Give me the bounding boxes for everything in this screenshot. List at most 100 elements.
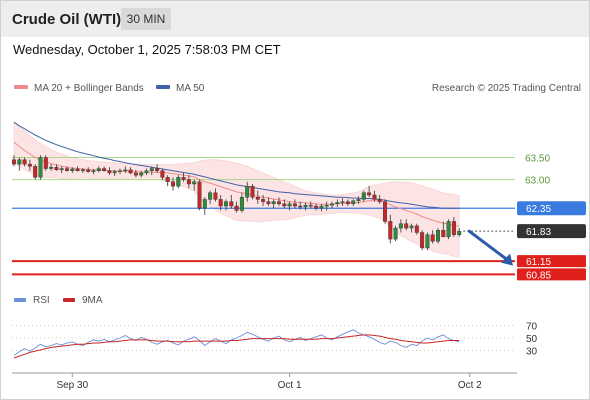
resistance-label-1: 63.00 [525, 176, 550, 187]
candle-body [234, 205, 239, 211]
rsi-ma-line [13, 334, 460, 359]
candle-body [245, 185, 250, 198]
candle-body [277, 201, 282, 205]
forecast-arrow [467, 229, 513, 266]
rsi-legend-label: RSI [33, 295, 50, 306]
candle-body [176, 177, 181, 187]
candle-body [436, 230, 441, 242]
candle-body [149, 168, 154, 171]
candle-body [123, 169, 128, 172]
ma20-legend-label: MA 20 + Bollinger Bands [34, 83, 144, 94]
candle-body [17, 159, 22, 165]
support-tag-label-4: 61.15 [526, 257, 551, 268]
candle-body [22, 159, 27, 165]
candle-body [192, 181, 197, 185]
candle-body [351, 200, 356, 205]
support-tag-5 [517, 268, 586, 281]
candle-body [255, 197, 260, 200]
candle-body [388, 221, 393, 240]
candle-body [298, 205, 303, 208]
candle-body [96, 168, 101, 171]
candle-body [223, 201, 228, 207]
candle-body [282, 203, 287, 207]
rsi-ma-legend-swatch [63, 298, 75, 302]
candle-body [181, 177, 186, 180]
candle-body [261, 199, 266, 202]
candle-body [404, 223, 409, 229]
candle-body [420, 232, 425, 249]
rsi-tick-label-1: 50 [526, 334, 538, 345]
candle-body [324, 204, 329, 207]
candle-body [43, 157, 48, 169]
candle-body [414, 225, 419, 233]
candle-body [59, 168, 64, 171]
candle-body [11, 159, 16, 165]
candlesticks [11, 155, 462, 251]
candle-body [383, 201, 388, 222]
candle-body [64, 168, 69, 171]
candle-body [393, 227, 398, 240]
level-tags: 63.50 63.00 62.35 61.83 61.15 60.85 [517, 154, 586, 281]
x-tick-label-0: Sep 30 [56, 380, 88, 391]
candle-body [250, 185, 255, 198]
candle-body [70, 168, 75, 171]
forecast-arrow-head [501, 253, 513, 266]
ma50-legend-label: MA 50 [176, 83, 205, 94]
candle-body [409, 225, 414, 229]
current-price-tag [517, 224, 586, 239]
candle-body [372, 194, 377, 200]
candle-body [139, 172, 144, 176]
pivot-tag-label: 62.35 [526, 204, 551, 215]
candle-body [160, 170, 165, 178]
pivot-tag [517, 201, 586, 216]
candle-body [330, 203, 335, 206]
candle-body [314, 205, 319, 209]
resistance-label-0: 63.50 [525, 154, 550, 165]
candle-body [107, 170, 112, 174]
candle-body [80, 169, 85, 172]
candle-body [425, 234, 430, 249]
candle-body [287, 203, 292, 207]
support-tag-4 [517, 255, 586, 268]
current-price-tag-label: 61.83 [526, 227, 551, 238]
rsi-tick-label-0: 70 [526, 322, 538, 333]
candle-body [102, 168, 107, 171]
x-axis: Sep 30 Oct 1 Oct 2 [12, 372, 517, 391]
candle-body [377, 199, 382, 202]
candle-body [271, 201, 276, 205]
candle-body [38, 157, 43, 178]
candle-body [430, 234, 435, 242]
candle-body [33, 166, 38, 178]
candle-body [451, 221, 456, 235]
candle-body [229, 201, 234, 207]
ma20-legend-swatch [14, 85, 28, 89]
rsi-line [13, 329, 460, 356]
candle-body [345, 201, 350, 205]
x-tick-label-1: Oct 1 [278, 380, 302, 391]
header-bar: Crude Oil (WTI) 30 MIN [1, 1, 589, 37]
candle-body [208, 192, 213, 200]
rsi-tick-label-2: 30 [526, 347, 538, 358]
rsi-legend-swatch [14, 298, 26, 302]
candle-body [441, 230, 446, 238]
candle-body [398, 223, 403, 229]
candle-body [213, 192, 218, 200]
candle-body [112, 171, 117, 174]
candle-body [303, 204, 308, 208]
x-tick-label-2: Oct 2 [458, 380, 482, 391]
candle-body [117, 170, 122, 172]
candle-body [144, 170, 149, 174]
candle-body [202, 199, 207, 209]
instrument-title: Crude Oil (WTI) [12, 11, 122, 28]
attribution-text: Research © 2025 Trading Central [432, 83, 581, 94]
timeframe-button[interactable]: 30 MIN [121, 8, 171, 30]
rsi-ma-legend-label: 9MA [82, 295, 103, 306]
bollinger-band-fill [13, 121, 460, 258]
support-tag-label-5: 60.85 [526, 270, 551, 281]
candle-body [91, 170, 96, 172]
candle-body [186, 179, 191, 185]
candle-body [49, 167, 54, 169]
